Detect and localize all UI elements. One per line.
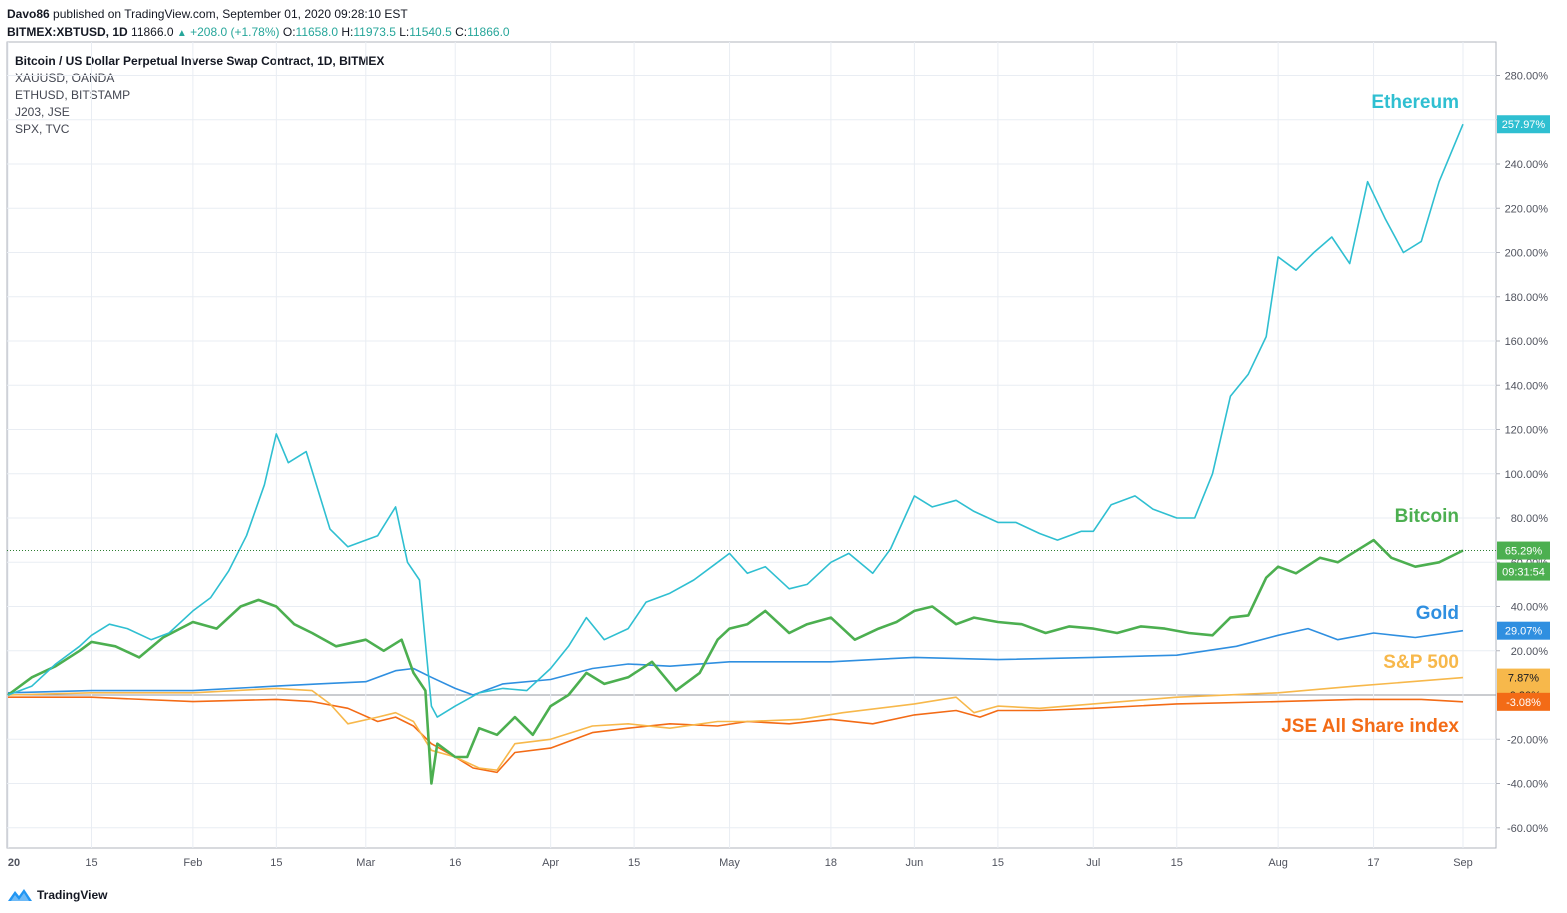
- x-tick-label: 20: [8, 857, 20, 869]
- annotation-gold: Gold: [1416, 603, 1459, 624]
- published-text: published on TradingView.com, September …: [53, 7, 408, 21]
- last-value-label-gold-bg: [1497, 621, 1550, 640]
- series-line-ethereum[interactable]: [7, 123, 1464, 718]
- last-value-label-jse: -3.08%: [1506, 697, 1541, 709]
- y-tick-label: 40.00%: [1511, 602, 1549, 614]
- symbol-info: BITMEX:XBTUSD, 1D 11866.0 ▲ +208.0 (+1.7…: [7, 24, 510, 42]
- y-tick-label: -20.00%: [1507, 734, 1548, 746]
- legend-compare-gold[interactable]: XAUUSD, OANDA: [15, 71, 115, 85]
- x-tick-label: Feb: [183, 857, 202, 869]
- series-line-jse[interactable]: [8, 696, 1464, 774]
- y-tick-label: 160.00%: [1505, 336, 1549, 348]
- x-tick-label: 17: [1367, 857, 1379, 869]
- last-value-label-ethereum: 257.97%: [1502, 119, 1546, 131]
- footer-brand[interactable]: TradingView: [37, 888, 108, 902]
- series-line-sp500[interactable]: [7, 676, 1464, 772]
- annotation-jse: JSE All Share index: [1281, 716, 1459, 737]
- x-tick-label: May: [719, 857, 740, 869]
- x-tick-label: 15: [85, 857, 97, 869]
- last-value-label-ethereum-bg: [1497, 115, 1550, 134]
- x-tick-label: 15: [992, 857, 1004, 869]
- plot-frame: [6, 41, 1497, 849]
- y-tick-label: 80.00%: [1511, 513, 1549, 525]
- low-label: L:: [399, 25, 410, 39]
- series-legend: Bitcoin / US Dollar Perpetual Inverse Sw…: [15, 53, 384, 138]
- x-tick-label: 16: [449, 857, 461, 869]
- series-line-bitcoin[interactable]: [7, 538, 1464, 785]
- y-tick-label: 220.00%: [1505, 203, 1549, 215]
- tradingview-logo-icon[interactable]: [7, 887, 33, 903]
- legend-compare-ethereum[interactable]: ETHUSD, BITSTAMP: [15, 88, 131, 102]
- x-tick-label: Sep: [1453, 857, 1473, 869]
- high-label: H:: [341, 25, 354, 39]
- x-tick-label: 15: [628, 857, 640, 869]
- high-value: 11973.5: [353, 25, 396, 39]
- legend-compare-spx[interactable]: SPX, TVC: [15, 122, 70, 136]
- y-tick-label: 100.00%: [1505, 469, 1549, 481]
- last-price: 11866.0: [131, 25, 174, 39]
- y-tick-label: 240.00%: [1505, 159, 1549, 171]
- y-tick-label: -60.00%: [1507, 823, 1548, 835]
- y-tick-label: 20.00%: [1511, 646, 1549, 658]
- annotation-ethereum: Ethereum: [1371, 92, 1459, 113]
- last-value-label-bitcoin: 65.29%: [1505, 546, 1543, 558]
- footer: TradingView: [7, 885, 107, 905]
- last-value-label-sp500: 7.87%: [1508, 673, 1539, 685]
- y-tick-label: 140.00%: [1505, 380, 1549, 392]
- x-tick-label: 15: [270, 857, 282, 869]
- y-tick-label: 180.00%: [1505, 292, 1549, 304]
- legend-main-series[interactable]: Bitcoin / US Dollar Perpetual Inverse Sw…: [15, 54, 385, 68]
- bar-countdown-label: 09:31:54: [1502, 567, 1545, 579]
- price-change: +208.0 (+1.78%): [190, 25, 280, 39]
- x-tick-label: Apr: [542, 857, 559, 869]
- low-value: 11540.5: [409, 25, 452, 39]
- annotation-bitcoin: Bitcoin: [1395, 506, 1459, 527]
- open-value: 11658.0: [295, 25, 339, 39]
- last-value-label-gold: 29.07%: [1505, 626, 1543, 638]
- last-value-label-bitcoin-bg: [1497, 541, 1550, 560]
- close-value: 11866.0: [467, 25, 510, 39]
- x-tick-label: Aug: [1268, 857, 1288, 869]
- publisher-name[interactable]: Davo86: [7, 7, 50, 21]
- y-tick-label: -40.00%: [1507, 779, 1548, 791]
- x-tick-label: Mar: [356, 857, 375, 869]
- x-tick-label: 18: [825, 857, 837, 869]
- x-tick-label: Jul: [1086, 857, 1100, 869]
- series-line-gold[interactable]: [7, 627, 1464, 696]
- x-tick-label: 15: [1171, 857, 1183, 869]
- symbol-label[interactable]: BITMEX:XBTUSD, 1D: [7, 25, 128, 39]
- last-value-label-jse-bg: [1497, 692, 1550, 711]
- y-tick-label: 120.00%: [1505, 425, 1549, 437]
- publish-info: Davo86 published on TradingView.com, Sep…: [7, 6, 510, 22]
- annotation-sp500: S&P 500: [1383, 652, 1459, 673]
- last-value-label-sp500-bg: [1497, 668, 1550, 687]
- y-tick-label: 280.00%: [1505, 71, 1549, 83]
- close-label: C:: [455, 25, 468, 39]
- x-tick-label: Jun: [906, 857, 924, 869]
- chart-header: Davo86 published on TradingView.com, Sep…: [7, 6, 510, 42]
- bar-countdown-label-bg: [1497, 562, 1550, 581]
- legend-compare-jse[interactable]: J203, JSE: [15, 105, 70, 119]
- up-arrow-icon: ▲: [176, 28, 187, 39]
- y-tick-label: 200.00%: [1505, 248, 1549, 260]
- open-label: O:: [282, 25, 296, 39]
